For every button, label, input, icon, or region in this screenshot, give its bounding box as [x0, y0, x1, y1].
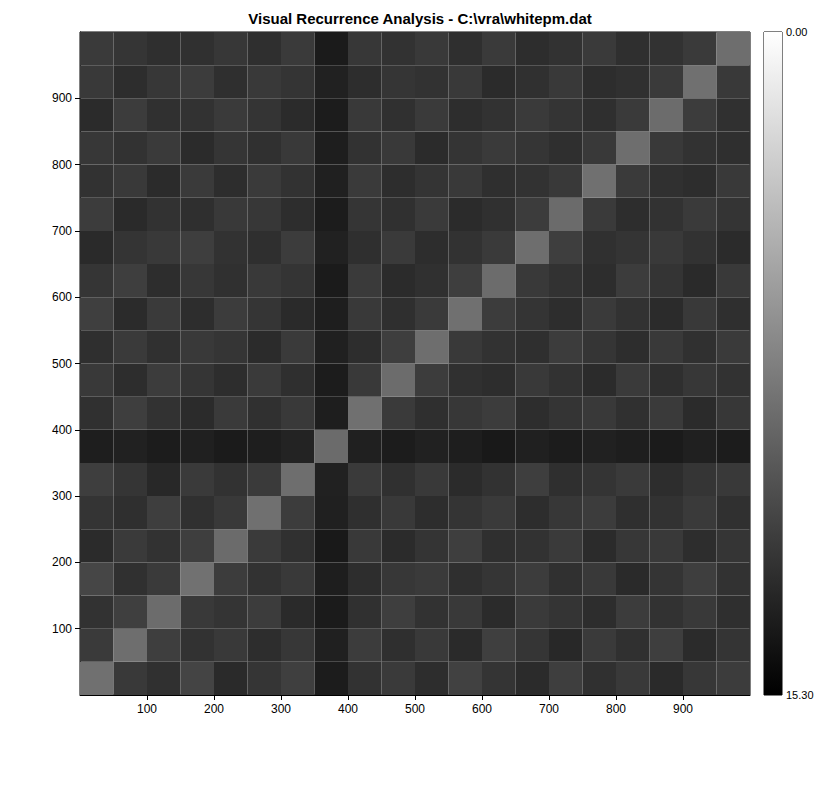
svg-text:15.30: 15.30 [786, 689, 814, 701]
svg-text:600: 600 [472, 702, 492, 716]
svg-text:900: 900 [673, 702, 693, 716]
svg-text:700: 700 [52, 224, 72, 238]
svg-text:600: 600 [52, 290, 72, 304]
svg-text:300: 300 [271, 702, 291, 716]
svg-text:200: 200 [52, 555, 72, 569]
svg-text:800: 800 [52, 158, 72, 172]
svg-text:Visual Recurrence Analysis - C: Visual Recurrence Analysis - C:\vra\whit… [248, 10, 591, 27]
svg-text:200: 200 [204, 702, 224, 716]
svg-text:500: 500 [52, 357, 72, 371]
svg-text:300: 300 [52, 489, 72, 503]
svg-text:400: 400 [52, 423, 72, 437]
svg-text:100: 100 [137, 702, 157, 716]
svg-text:0.00: 0.00 [786, 26, 807, 38]
svg-text:800: 800 [606, 702, 626, 716]
svg-text:500: 500 [405, 702, 425, 716]
svg-text:400: 400 [338, 702, 358, 716]
svg-text:100: 100 [52, 622, 72, 636]
svg-text:900: 900 [52, 91, 72, 105]
svg-text:700: 700 [539, 702, 559, 716]
